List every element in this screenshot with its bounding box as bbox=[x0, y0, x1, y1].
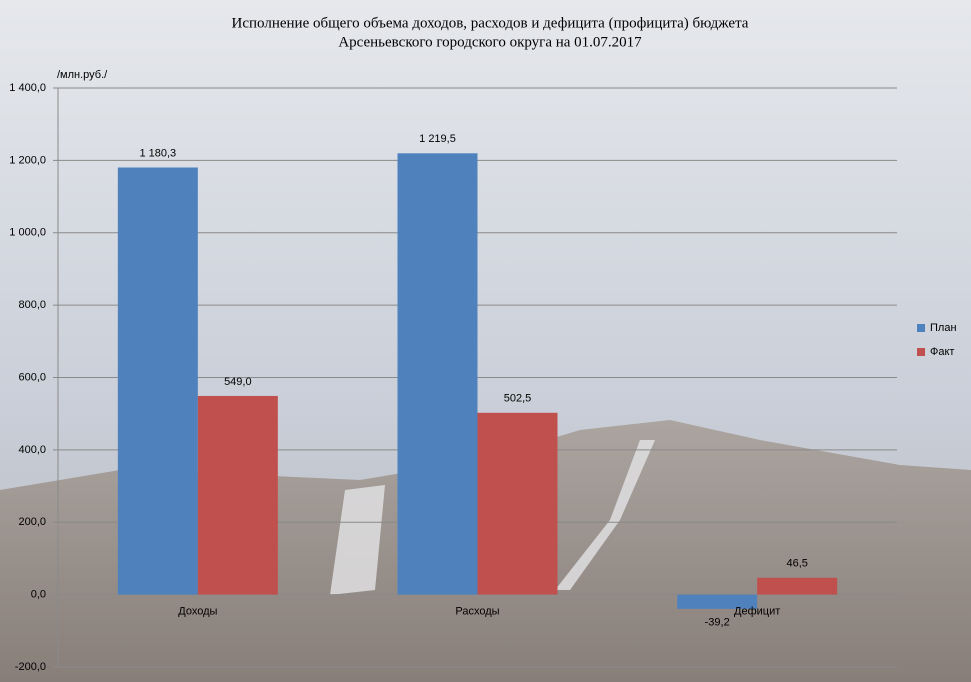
bar bbox=[477, 412, 558, 595]
legend-label: План bbox=[930, 322, 957, 334]
y-axis-label: /млн.руб./ bbox=[57, 69, 108, 81]
bar bbox=[117, 167, 198, 595]
y-tick-label: 1 000,0 bbox=[9, 227, 46, 239]
y-tick-label: 0,0 bbox=[31, 589, 46, 601]
x-tick-label: Расходы bbox=[455, 606, 499, 618]
bar bbox=[397, 153, 478, 595]
data-label: 1 219,5 bbox=[419, 133, 456, 145]
chart-title: Арсеньевского городского округа на 01.07… bbox=[338, 34, 642, 50]
chart-title: Исполнение общего объема доходов, расход… bbox=[232, 15, 749, 31]
x-tick-label: Доходы bbox=[178, 606, 217, 618]
y-tick-label: 1 400,0 bbox=[9, 82, 46, 94]
y-tick-label: 200,0 bbox=[18, 516, 46, 528]
legend-swatch bbox=[917, 324, 925, 332]
bar bbox=[197, 395, 278, 595]
legend-swatch bbox=[917, 348, 925, 356]
background-slope bbox=[330, 485, 385, 595]
data-label: 549,0 bbox=[224, 376, 252, 388]
y-tick-label: 800,0 bbox=[18, 299, 46, 311]
data-label: -39,2 bbox=[705, 617, 730, 629]
legend-label: Факт bbox=[930, 346, 954, 358]
data-label: 502,5 bbox=[504, 393, 532, 405]
y-tick-label: 400,0 bbox=[18, 444, 46, 456]
data-label: 1 180,3 bbox=[139, 147, 176, 159]
x-tick-label: Дефицит bbox=[734, 606, 780, 618]
bar bbox=[677, 594, 758, 609]
y-tick-label: -200,0 bbox=[15, 661, 46, 673]
y-tick-label: 600,0 bbox=[18, 371, 46, 383]
y-tick-label: 1 200,0 bbox=[9, 154, 46, 166]
bar bbox=[757, 577, 838, 595]
background-slope bbox=[555, 440, 655, 590]
data-label: 46,5 bbox=[786, 558, 807, 570]
